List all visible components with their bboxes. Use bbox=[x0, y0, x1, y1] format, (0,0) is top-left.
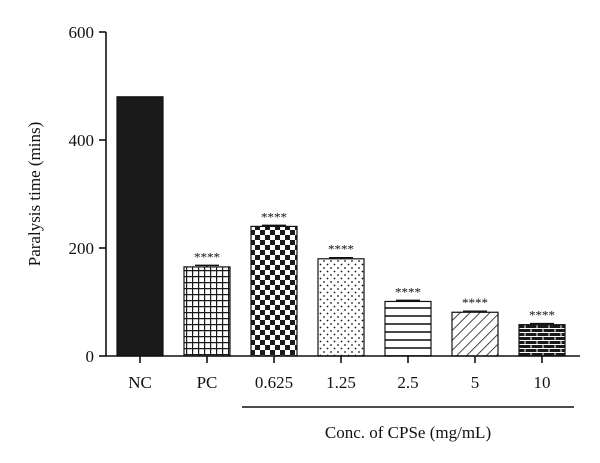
x-tick-label: 0.625 bbox=[255, 373, 293, 392]
y-axis: 0 200 400 600 bbox=[69, 23, 107, 366]
bar-10 bbox=[518, 324, 566, 357]
y-tick-label: 0 bbox=[86, 347, 95, 366]
x-tick-label: 5 bbox=[471, 373, 480, 392]
group-label: Conc. of CPSe (mg/mL) bbox=[325, 423, 491, 442]
x-axis: NC PC 0.625 1.25 2.5 5 10 bbox=[106, 355, 580, 392]
bar-PC bbox=[183, 266, 231, 357]
y-tick-label: 400 bbox=[69, 131, 95, 150]
concentration-group: Conc. of CPSe (mg/mL) bbox=[242, 406, 574, 442]
significance-label: **** bbox=[529, 308, 555, 323]
x-tick-label: 1.25 bbox=[326, 373, 356, 392]
significance-label: **** bbox=[462, 295, 488, 310]
significance-label: **** bbox=[194, 249, 220, 264]
bar-5 bbox=[451, 311, 499, 357]
bar-NC bbox=[116, 96, 164, 357]
bars: **** **** **** **** **** **** bbox=[116, 96, 566, 357]
x-tick-label: 10 bbox=[534, 373, 551, 392]
significance-label: **** bbox=[395, 284, 421, 299]
significance-label: **** bbox=[261, 209, 287, 224]
x-tick-label: PC bbox=[197, 373, 218, 392]
significance-label: **** bbox=[328, 242, 354, 257]
y-tick-label: 200 bbox=[69, 239, 95, 258]
x-tick-label: 2.5 bbox=[397, 373, 418, 392]
y-axis-title-group: Paralysis time (mins) bbox=[25, 122, 44, 266]
y-tick-label: 600 bbox=[69, 23, 95, 42]
bar-0.625 bbox=[250, 225, 298, 357]
bar-2.5 bbox=[384, 300, 432, 357]
y-axis-title: Paralysis time (mins) bbox=[25, 122, 44, 266]
x-tick-label: NC bbox=[128, 373, 152, 392]
bar-1.25 bbox=[317, 258, 365, 357]
